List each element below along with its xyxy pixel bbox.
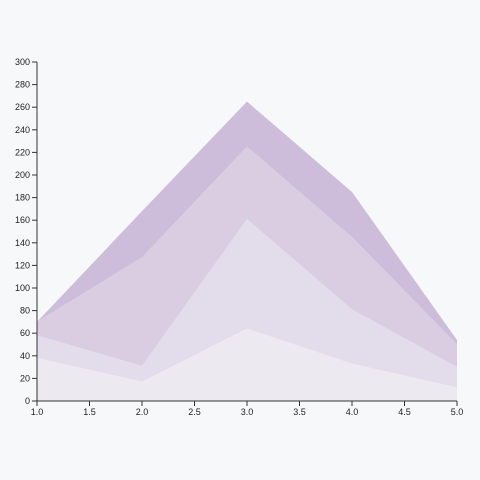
x-tick-label: 2.0 [136, 407, 149, 417]
area-series-2 [37, 219, 457, 388]
x-tick-label: 5.0 [451, 407, 464, 417]
y-tick-label: 80 [20, 306, 30, 316]
x-tick-label: 4.0 [346, 407, 359, 417]
area-series-1 [37, 328, 457, 401]
area-series-4 [37, 101, 457, 345]
y-tick-label: 280 [15, 80, 30, 90]
y-tick-label: 40 [20, 351, 30, 361]
y-tick-label: 300 [15, 57, 30, 67]
x-tick-label: 1.0 [31, 407, 44, 417]
y-tick-label: 120 [15, 260, 30, 270]
x-tick-label: 2.5 [188, 407, 201, 417]
x-tick-label: 3.5 [293, 407, 306, 417]
x-tick-label: 1.5 [83, 407, 96, 417]
x-tick-label: 4.5 [398, 407, 411, 417]
y-tick-label: 240 [15, 125, 30, 135]
y-tick-label: 0 [25, 396, 30, 406]
y-tick-label: 220 [15, 147, 30, 157]
x-axis: 1.0 1.5 2.0 2.5 3.0 3.5 4.0 4.5 5.0 [31, 400, 464, 417]
area-series-3 [37, 146, 457, 368]
y-tick-label: 260 [15, 102, 30, 112]
area-series-group [37, 101, 457, 401]
y-tick-label: 200 [15, 170, 30, 180]
y-tick-label: 160 [15, 215, 30, 225]
y-tick-label: 180 [15, 193, 30, 203]
y-tick-label: 100 [15, 283, 30, 293]
y-axis: 0 20 40 60 80 100 120 140 160 180 200 220 240 260 280 3… [15, 57, 38, 406]
y-tick-label: 20 [20, 373, 30, 383]
y-tick-label: 140 [15, 238, 30, 248]
x-tick-label: 3.0 [241, 407, 254, 417]
y-tick-label: 60 [20, 328, 30, 338]
